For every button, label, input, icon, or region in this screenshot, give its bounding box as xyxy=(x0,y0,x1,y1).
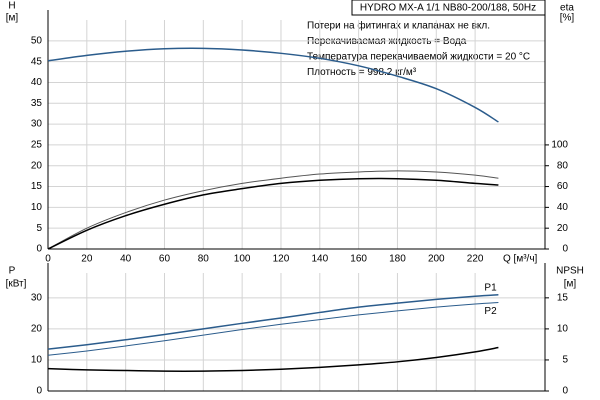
y-label: P xyxy=(9,266,16,277)
y-tick-label: 5 xyxy=(36,223,42,234)
x-tick-label: 0 xyxy=(45,254,51,265)
x-tick-label: 140 xyxy=(311,254,328,265)
y-tick-label: 15 xyxy=(31,181,43,192)
y-tick-label: 10 xyxy=(31,202,43,213)
y2-tick-label: 20 xyxy=(557,223,569,234)
y-tick-label: 30 xyxy=(31,292,43,303)
curve xyxy=(47,47,499,123)
y-tick-label: 0 xyxy=(36,386,42,397)
curve xyxy=(47,302,499,356)
y2-unit: [м] xyxy=(564,279,577,290)
curve xyxy=(47,346,499,372)
y-unit: [кВт] xyxy=(6,279,27,290)
y-tick-label: 35 xyxy=(31,98,43,109)
title-box xyxy=(351,0,546,16)
y2-tick-label: 100 xyxy=(551,140,568,151)
annotation: Плотность = 998.2 кг/м³ xyxy=(307,67,417,78)
x-tick-label: 200 xyxy=(428,254,445,265)
x-label: Q [м³/ч] xyxy=(503,254,538,265)
x-tick-label: 40 xyxy=(120,254,132,265)
y-label: H xyxy=(8,1,15,12)
y-tick-label: 25 xyxy=(31,140,43,151)
y-tick-label: 50 xyxy=(31,35,43,46)
y-tick-label: 30 xyxy=(31,119,43,130)
y2-tick-label: 10 xyxy=(557,324,569,335)
x-tick-label: 120 xyxy=(273,254,290,265)
y2-tick-label: 0 xyxy=(562,386,568,397)
series-label: P1 xyxy=(484,282,497,293)
y2-tick-label: 0 xyxy=(562,244,568,255)
y2-tick-label: 15 xyxy=(557,292,569,303)
annotation: Перекачиваемая жидкость = Вода xyxy=(307,36,467,47)
y2-label: eta xyxy=(560,3,574,14)
x-tick-label: 220 xyxy=(467,254,484,265)
chart-title: HYDRO MX-A 1/1 NB80-200/188, 50Hz xyxy=(360,3,536,14)
y-unit: [м] xyxy=(6,13,19,24)
y2-tick-label: 5 xyxy=(562,355,568,366)
x-tick-label: 60 xyxy=(159,254,171,265)
y-tick-label: 20 xyxy=(31,160,43,171)
annotation: Потери на фитингах и клапанах не вкл. xyxy=(307,20,490,32)
y2-tick-label: 80 xyxy=(557,160,569,171)
x-tick-label: 20 xyxy=(81,254,93,265)
y2-tick-label: 60 xyxy=(557,181,569,192)
x-tick-label: 100 xyxy=(234,254,251,265)
x-tick-label: 160 xyxy=(350,254,367,265)
curve xyxy=(47,170,499,250)
curve xyxy=(47,177,499,250)
y2-unit: [%] xyxy=(560,13,575,24)
series-label: P2 xyxy=(484,306,497,317)
y-tick-label: 10 xyxy=(31,355,43,366)
curve xyxy=(47,293,499,350)
x-tick-label: 80 xyxy=(198,254,210,265)
y-tick-label: 45 xyxy=(31,56,43,67)
x-tick-label: 180 xyxy=(389,254,406,265)
y-tick-label: 0 xyxy=(36,244,42,255)
y2-label: NPSH xyxy=(556,266,584,277)
y-tick-label: 40 xyxy=(31,77,43,88)
y-tick-label: 20 xyxy=(31,324,43,335)
y2-tick-label: 40 xyxy=(557,202,569,213)
annotation: Температура перекачиваемой жидкости = 20… xyxy=(307,52,530,63)
